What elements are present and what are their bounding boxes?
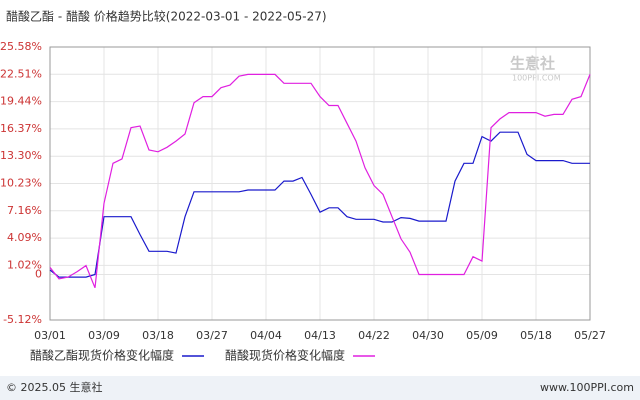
y-tick-label: 7.16% bbox=[7, 204, 42, 217]
y-tick-label: 4.09% bbox=[7, 231, 42, 244]
y-tick-label: 16.37% bbox=[0, 122, 42, 135]
x-tick-label: 05/09 bbox=[466, 329, 498, 342]
x-tick-label: 04/04 bbox=[250, 329, 282, 342]
y-tick-label: 1.02% bbox=[7, 258, 42, 271]
x-tick-label: 03/01 bbox=[34, 329, 66, 342]
y-tick-label: 0 bbox=[35, 267, 42, 280]
x-tick-label: 04/13 bbox=[304, 329, 336, 342]
series-line bbox=[49, 73, 591, 289]
x-tick-label: 05/18 bbox=[520, 329, 552, 342]
series-line bbox=[49, 131, 590, 278]
x-tick-label: 03/18 bbox=[142, 329, 174, 342]
y-tick-label: 25.58% bbox=[0, 40, 42, 53]
x-tick-label: 04/22 bbox=[358, 329, 390, 342]
chart-title: 醋酸乙酯 - 醋酸 价格趋势比较(2022-03-01 - 2022-05-27… bbox=[6, 9, 327, 24]
y-tick-label: 10.23% bbox=[0, 177, 42, 190]
plot-border bbox=[49, 46, 591, 321]
y-tick-label: 22.51% bbox=[0, 67, 42, 80]
legend-label: 醋酸现货价格变化幅度 bbox=[225, 348, 345, 363]
x-tick-label: 03/27 bbox=[196, 329, 228, 342]
watermark: 生意社 bbox=[510, 55, 555, 73]
footer-left: © 2025.05 生意社 bbox=[6, 380, 102, 394]
legend-label: 醋酸乙酯现货价格变化幅度 bbox=[30, 348, 174, 363]
x-tick-label: 05/27 bbox=[574, 329, 606, 342]
x-tick-label: 04/30 bbox=[412, 329, 444, 342]
footer-bg bbox=[0, 376, 640, 400]
y-tick-label: 19.44% bbox=[0, 95, 42, 108]
y-tick-label: 13.30% bbox=[0, 149, 42, 162]
y-tick-label: -5.12% bbox=[3, 313, 42, 326]
x-tick-label: 03/09 bbox=[88, 329, 120, 342]
footer-right: www.100PPI.com bbox=[540, 381, 634, 394]
